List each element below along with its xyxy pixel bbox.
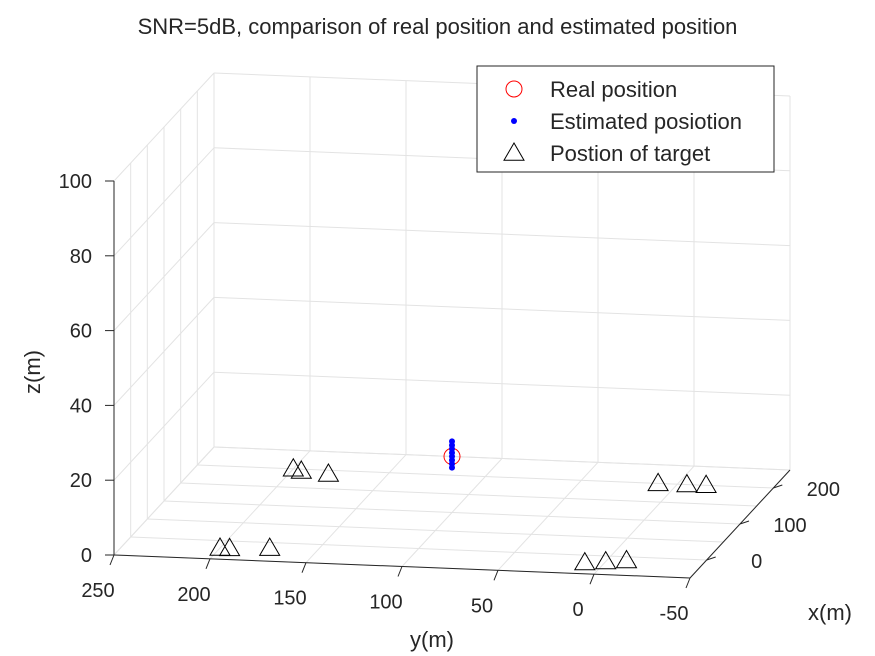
grid-lines xyxy=(113,72,791,579)
target-marker xyxy=(594,550,617,570)
grid-line xyxy=(305,454,407,564)
y-tick xyxy=(109,554,115,566)
y-tick xyxy=(589,574,595,585)
legend-marker-dot xyxy=(511,118,517,124)
grid-line xyxy=(113,147,215,257)
grid-line xyxy=(213,222,791,247)
target-marker xyxy=(258,537,281,556)
legend-box xyxy=(476,65,775,173)
y-axis-label: y(m) xyxy=(410,627,454,652)
z-tick-label: 40 xyxy=(70,395,92,417)
legend-label: Estimated posiotion xyxy=(550,109,742,134)
grid-line xyxy=(213,296,791,321)
target-marker xyxy=(573,551,596,571)
x-tick-label: 200 xyxy=(807,479,840,501)
legend: Real position Estimated posiotion Postion … xyxy=(476,65,775,173)
legend-label: Real position xyxy=(550,77,677,102)
target-marker xyxy=(317,463,340,482)
y-tick xyxy=(205,558,211,569)
legend-label: Postion of target xyxy=(550,141,710,166)
x-tick-label: 100 xyxy=(773,515,806,537)
y-tick-label: 0 xyxy=(572,599,583,621)
y-tick xyxy=(397,566,403,577)
target-marker xyxy=(282,457,305,477)
z-tick-label: 20 xyxy=(70,470,92,492)
legend-marker-triangle xyxy=(503,142,525,161)
legend-marker-circle xyxy=(505,80,523,98)
grid-line xyxy=(213,371,791,396)
estimated-position-marker xyxy=(449,438,455,445)
z-tick-label: 60 xyxy=(70,321,92,343)
y-tick xyxy=(685,577,691,589)
chart-title: SNR=5dB, comparison of real position and… xyxy=(137,14,738,39)
y-tick-label: 100 xyxy=(369,592,402,614)
data-markers xyxy=(209,438,717,571)
target-marker xyxy=(695,474,717,493)
x-axis-label: x(m) xyxy=(808,600,852,625)
z-tick-label: 80 xyxy=(70,246,92,268)
grid-line xyxy=(497,461,599,571)
x-tick xyxy=(773,484,783,489)
grid-line xyxy=(401,458,503,567)
y-tick-label: 150 xyxy=(273,588,306,610)
grid-line xyxy=(113,222,215,331)
x-tick xyxy=(739,520,750,525)
grid-line xyxy=(213,446,791,471)
target-marker xyxy=(615,549,638,569)
y-tick xyxy=(493,570,499,581)
grid-line xyxy=(113,297,215,406)
z-axis-label: z(m) xyxy=(20,350,45,394)
y-tick-label: -50 xyxy=(660,603,689,625)
z-tick-label: 0 xyxy=(81,545,92,567)
y-tick-label: 250 xyxy=(81,580,114,602)
grid-line xyxy=(209,450,311,560)
target-marker xyxy=(676,473,698,493)
y-tick-label: 50 xyxy=(471,595,493,617)
z-tick-label: 100 xyxy=(59,171,92,193)
grid-line xyxy=(593,465,695,575)
x-tick xyxy=(706,556,716,561)
grid-line xyxy=(113,371,215,481)
target-marker xyxy=(647,472,669,492)
axis-labels: y(m) x(m) z(m) xyxy=(20,350,852,652)
grid-line xyxy=(113,72,215,182)
target-marker xyxy=(290,460,313,479)
target-marker xyxy=(218,537,241,557)
axis-lines xyxy=(105,180,791,589)
grid-line xyxy=(113,446,215,556)
x-tick-label: 0 xyxy=(751,551,762,573)
y-tick xyxy=(301,562,307,573)
y-tick-label: 200 xyxy=(177,584,210,606)
